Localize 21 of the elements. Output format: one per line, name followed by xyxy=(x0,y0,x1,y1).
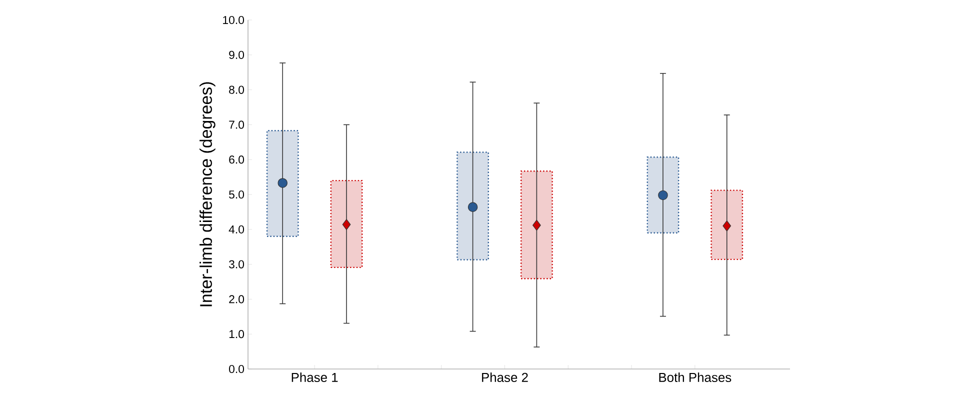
x-tick-label: Phase 2 xyxy=(482,372,528,382)
x-tick-label: Phase 1 xyxy=(292,372,338,382)
y-tick-label: 1.0 xyxy=(229,330,244,338)
y-tick-label: 3.0 xyxy=(228,260,244,268)
bar xyxy=(330,180,363,268)
y-tick-label: 8.0 xyxy=(229,86,244,94)
bar xyxy=(520,170,553,280)
bar xyxy=(646,156,680,234)
bar xyxy=(456,152,489,260)
bar xyxy=(266,130,299,237)
y-tick-label: 0.0 xyxy=(229,364,244,374)
y-tick-label: 7.0 xyxy=(229,120,244,129)
y-tick-label: 6.0 xyxy=(229,156,244,164)
y-tick-label: 10.0 xyxy=(223,16,244,24)
y-tick-label: 2.0 xyxy=(229,295,244,304)
x-tick-label: Both Phases xyxy=(659,372,732,382)
bar xyxy=(710,190,744,260)
y-tick-label: 4.0 xyxy=(228,225,244,234)
y-tick-label: 5.0 xyxy=(229,190,244,199)
y-axis-title: Inter-limb difference (degrees) xyxy=(200,82,216,306)
y-tick-label: 9.0 xyxy=(229,50,244,59)
